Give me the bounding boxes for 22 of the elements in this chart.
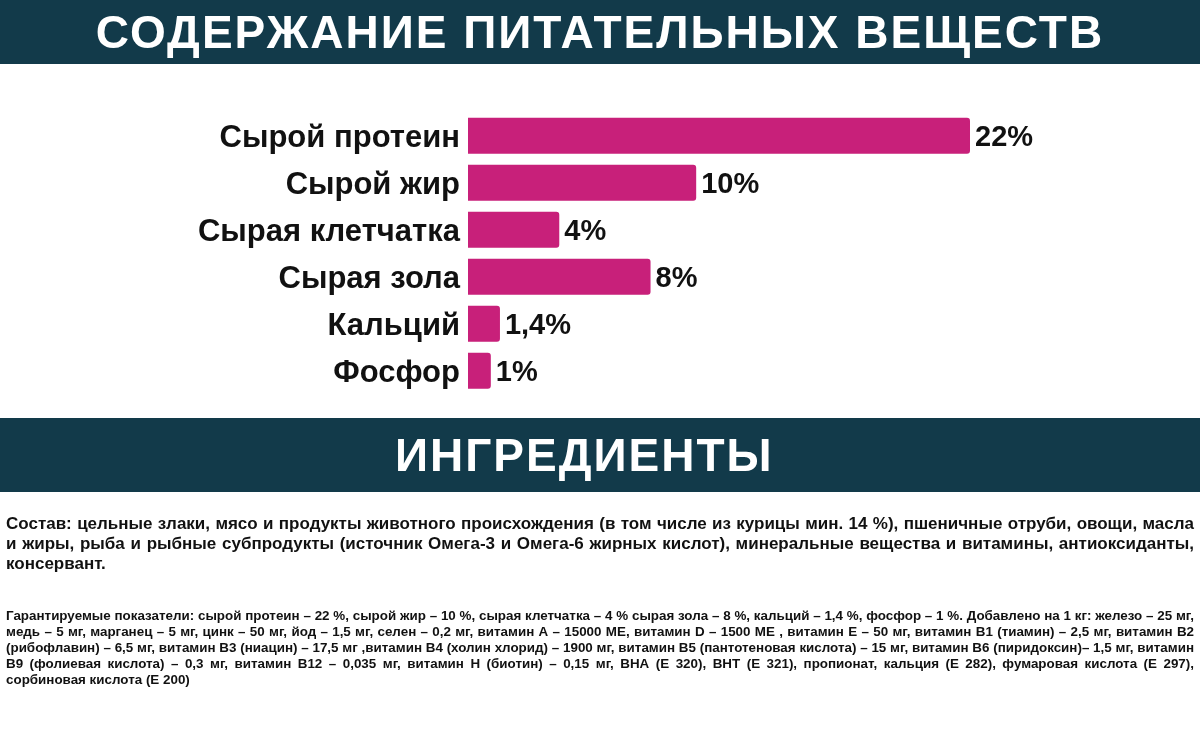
data-label: 10% (701, 166, 760, 199)
y-tick-label: Сырой протеин (219, 118, 460, 154)
y-tick-label: Кальций (327, 306, 460, 342)
data-label: 1,4% (504, 307, 572, 340)
bar (468, 305, 500, 342)
y-tick-label: Сырой жир (285, 165, 460, 201)
y-tick-label: Сырая зола (278, 259, 461, 295)
bar (468, 258, 651, 295)
bar (468, 211, 560, 248)
data-label: 8% (655, 260, 698, 293)
text: ИНГРЕДИЕНТЫ (394, 428, 775, 483)
y-tick-label: Фосфор (333, 353, 460, 389)
chart-title: СОДЕРЖАНИЕ ПИТАТЕЛЬНЫХ ВЕЩЕСТВ (0, 0, 1200, 64)
bar (468, 117, 970, 154)
text: Гарантируемые показатели: сырой протеин – 22 %, сырой жир – 10 %, сырая клетчатка – 4 % сырая зола – 8 %, кальций – 1,4 %, фосфор – 1 %. Добавлено на 1 кг: железо – 25 мг, медь – 5 мг, марганец – 5 мг, цинк – 50 мг, йод – 1,5 мг, селен – 0,2 мг, витамин А – 15000 МЕ, витамин D – 1500 МЕ , витамин Е – 50 мг, витамин В1 (тиамин) – 2,5 мг, витамин В2 (рибофлавин) – 6,5 мг, витамин В3 (ниацин) – 17,5 мг ,витамин В4 (холин хлорид) – 1900 мг, витамин В5 (пантотеновая кислота) – 15 мг, витамин В6 (пиридоксин)– 1,5 мг, витамин В9 (фолиевая кислота) – 0,3 мг, витамин В12 – 0,035 мг, витамин Н (биотин) – 0,15 мг, ВНА (Е 320), ВНТ (Е 321), пропионат, кальция (Е 282), фумаровая кислота (Е 297), сорбиновая кислота (Е 200) (5, 607, 1195, 688)
data-label: 4% (564, 213, 607, 246)
y-tick-label: Сырая клетчатка (197, 212, 461, 248)
data-label: 1% (495, 354, 538, 387)
text: Состав: цельные злаки, мясо и продукты животного происхождения (в том числе из курицы мин. 14 %), пшеничные отруби, овощи, масла и жиры, рыба и рыбные субпродукты (источник Омега-3 и Омега-6 жирных кислот), минеральные вещества и витамины, антиоксиданты, консервант. (5, 513, 1195, 574)
bar (468, 352, 491, 389)
data-label: 22% (975, 119, 1034, 152)
bar (468, 164, 697, 201)
